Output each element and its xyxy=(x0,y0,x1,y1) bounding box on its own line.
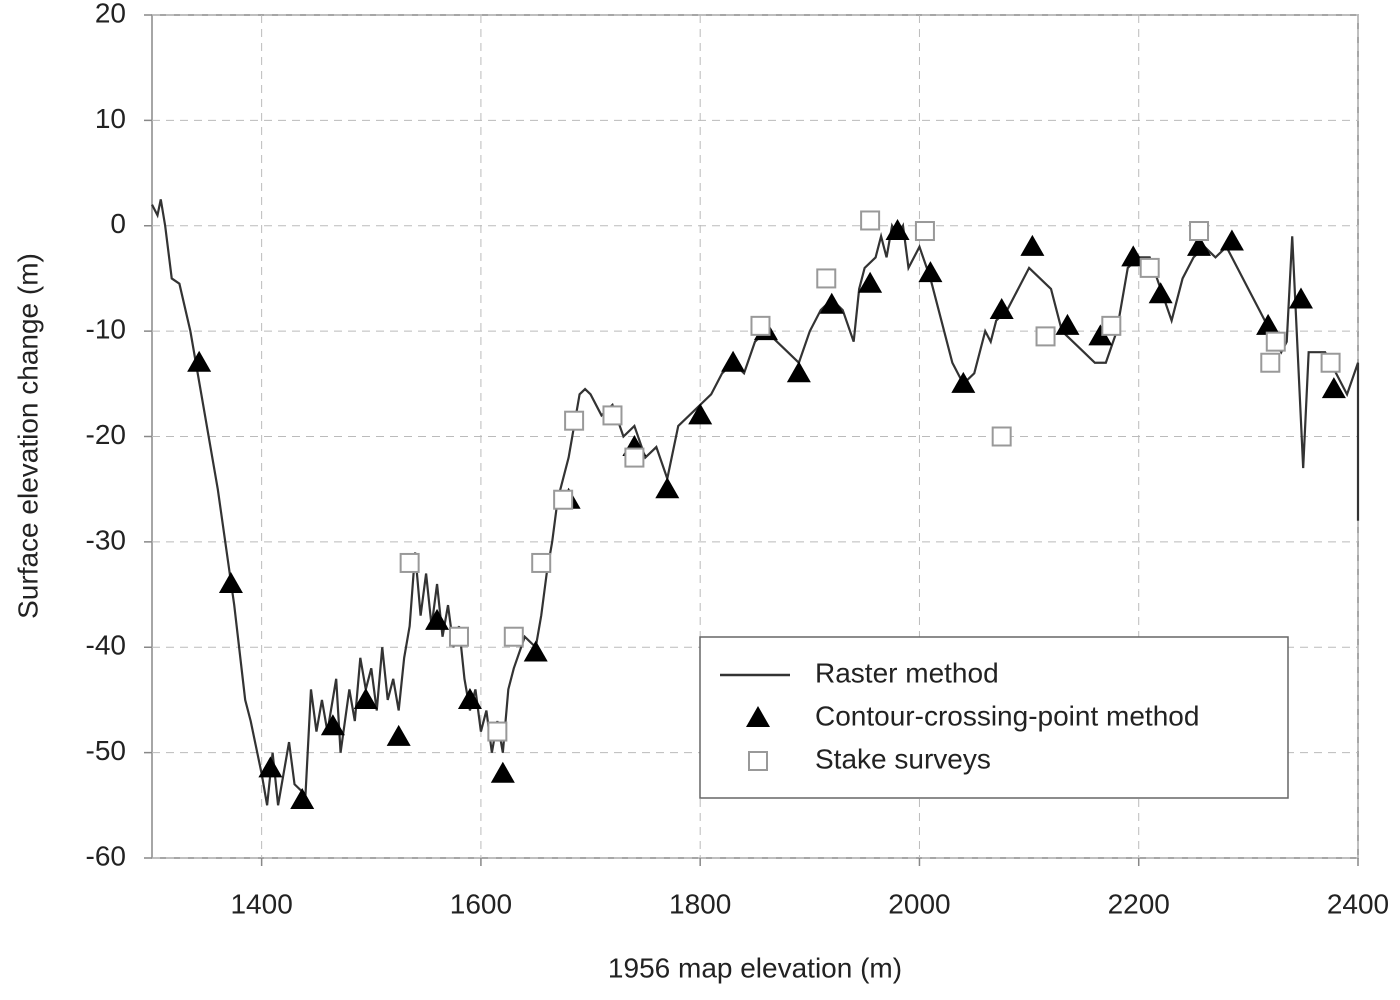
triangle-marker xyxy=(858,271,883,293)
y-tick-label: -50 xyxy=(86,735,126,766)
triangle-marker xyxy=(1187,234,1212,256)
square-marker xyxy=(750,315,771,336)
triangle-marker xyxy=(1088,324,1113,346)
triangle-marker xyxy=(688,403,713,425)
triangle-marker xyxy=(1121,245,1146,267)
triangle-marker xyxy=(721,350,746,372)
square-marker xyxy=(399,552,420,573)
legend-label: Raster method xyxy=(815,657,999,688)
x-tick-label: 2200 xyxy=(1108,888,1170,919)
square-marker xyxy=(1101,315,1122,336)
square-marker xyxy=(487,721,508,742)
square-marker xyxy=(991,426,1012,447)
triangle-marker xyxy=(218,572,243,594)
legend-box xyxy=(699,636,1289,799)
triangle-marker xyxy=(1055,313,1080,335)
triangle-marker xyxy=(1321,377,1346,399)
square-marker xyxy=(1320,352,1341,373)
triangle-marker xyxy=(989,298,1014,320)
raster-line xyxy=(151,199,1360,806)
triangle-marker xyxy=(187,350,212,372)
square-marker xyxy=(624,447,645,468)
triangle-marker xyxy=(386,724,411,746)
square-marker xyxy=(448,626,469,647)
triangle-marker xyxy=(425,608,450,630)
x-tick-label: 2000 xyxy=(888,888,950,919)
legend-label: Stake surveys xyxy=(815,743,991,774)
y-tick-label: -10 xyxy=(86,314,126,345)
triangle-marker xyxy=(951,371,976,393)
triangle-marker xyxy=(1256,313,1281,335)
triangle-marker xyxy=(1288,287,1313,309)
triangle-marker xyxy=(655,477,680,499)
square-marker xyxy=(602,405,623,426)
square-marker xyxy=(1189,221,1210,242)
square-marker xyxy=(1139,257,1160,278)
legend-marker xyxy=(746,706,770,727)
triangle-marker xyxy=(457,687,482,709)
square-marker xyxy=(531,552,552,573)
triangle-marker xyxy=(258,756,283,778)
x-tick-label: 2400 xyxy=(1327,888,1389,919)
square-marker xyxy=(860,210,881,231)
triangle-marker xyxy=(490,761,515,783)
triangle-marker xyxy=(885,219,910,241)
x-tick-label: 1600 xyxy=(450,888,512,919)
triangle-marker xyxy=(786,361,811,383)
x-axis-label: 1956 map elevation (m) xyxy=(608,952,902,983)
triangle-marker xyxy=(1219,229,1244,251)
square-marker xyxy=(553,489,574,510)
y-tick-label: -20 xyxy=(86,419,126,450)
y-tick-label: -40 xyxy=(86,630,126,661)
legend-label: Contour-crossing-point method xyxy=(815,700,1199,731)
triangle-marker xyxy=(353,687,378,709)
y-tick-label: 0 xyxy=(110,208,126,239)
y-tick-label: -30 xyxy=(86,524,126,555)
square-marker xyxy=(816,268,837,289)
square-marker xyxy=(1260,352,1281,373)
triangle-marker xyxy=(918,261,943,283)
legend-marker xyxy=(748,751,768,771)
square-marker xyxy=(1035,326,1056,347)
square-marker xyxy=(1265,331,1286,352)
triangle-marker xyxy=(290,788,315,810)
triangle-marker xyxy=(523,640,548,662)
square-marker xyxy=(914,221,935,242)
square-marker xyxy=(564,410,585,431)
y-tick-label: 20 xyxy=(95,0,126,28)
square-marker xyxy=(503,626,524,647)
y-axis-label: Surface elevation change (m) xyxy=(12,253,43,619)
triangle-marker xyxy=(1148,282,1173,304)
y-tick-label: 10 xyxy=(95,103,126,134)
triangle-marker xyxy=(1020,234,1045,256)
x-tick-label: 1800 xyxy=(669,888,731,919)
y-tick-label: -60 xyxy=(86,840,126,871)
triangle-marker xyxy=(819,292,844,314)
x-tick-label: 1400 xyxy=(230,888,292,919)
triangle-marker xyxy=(320,714,345,736)
